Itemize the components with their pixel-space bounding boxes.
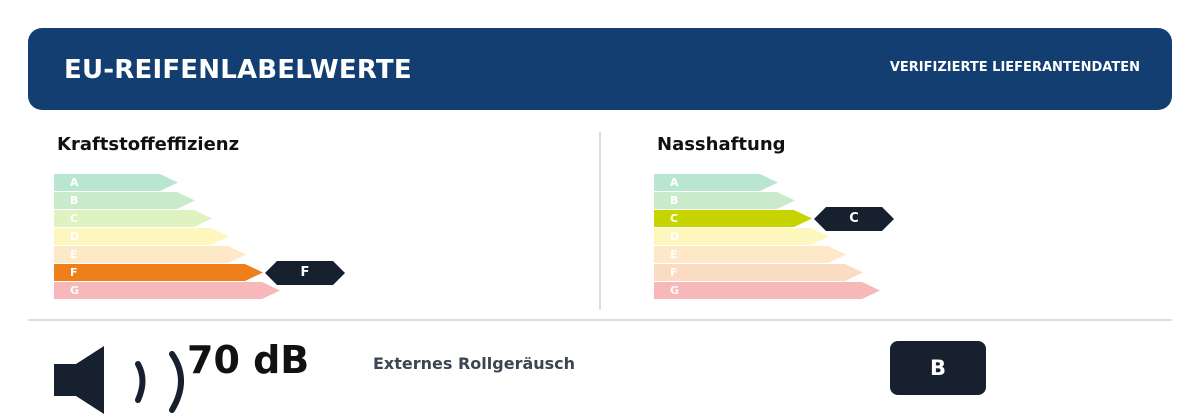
wet-grip-class-f: F <box>654 264 863 281</box>
wet-grip-selected-marker: C <box>814 207 894 231</box>
fuel-efficiency-class-d: D <box>54 228 229 245</box>
fuel-efficiency-class-g: G <box>54 282 280 299</box>
fuel-efficiency-class-c: C <box>54 210 212 227</box>
fuel-efficiency-class-b: B <box>54 192 195 209</box>
verified-badge: VERIFIZIERTE LIEFERANTENDATEN <box>889 60 1140 75</box>
noise-value: 70 dB <box>187 338 310 382</box>
noise-label: Externes Rollgeräusch <box>373 354 576 373</box>
wet-grip-class-b: B <box>654 192 795 209</box>
wet-grip-class-a: A <box>654 174 778 191</box>
wet-grip-class-d: D <box>654 228 829 245</box>
wet-grip-class-c: C <box>654 210 812 227</box>
wet-grip-class-e: E <box>654 246 846 263</box>
label-header: EU-REIFENLABELWERTE VERIFIZIERTE LIEFERA… <box>28 28 1172 110</box>
section-divider <box>28 319 1172 321</box>
wet-grip-class-g: G <box>654 282 880 299</box>
page-title: EU-REIFENLABELWERTE <box>64 55 412 85</box>
noise-class-badge: B <box>890 341 986 395</box>
panel-divider <box>599 132 601 310</box>
fuel-efficiency-class-f: F <box>54 264 263 281</box>
wet-grip-title: Nasshaftung <box>657 134 786 155</box>
fuel-efficiency-selected-marker: F <box>265 261 345 285</box>
fuel-efficiency-class-a: A <box>54 174 178 191</box>
fuel-efficiency-title: Kraftstoffeffizienz <box>57 134 240 155</box>
speaker-icon <box>54 346 184 414</box>
fuel-efficiency-class-e: E <box>54 246 246 263</box>
